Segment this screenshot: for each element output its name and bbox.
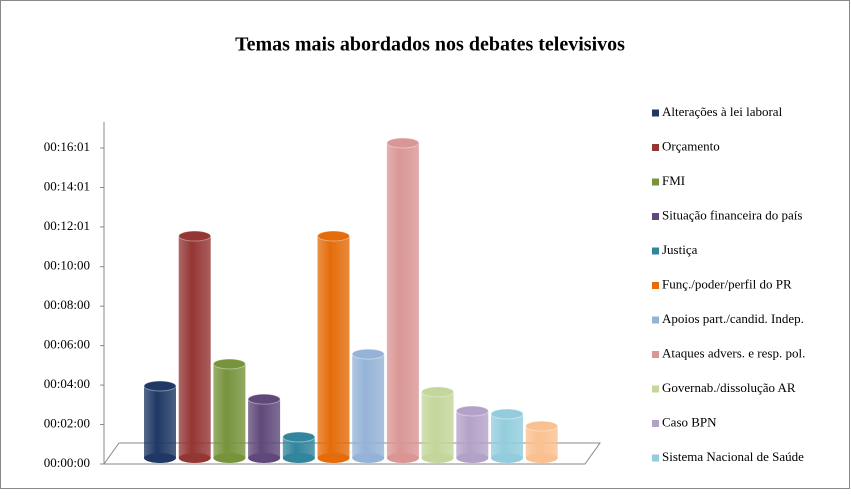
legend-swatch: [652, 178, 659, 186]
bar-top: [212, 358, 246, 370]
y-tick-label: 00:02:00: [44, 416, 90, 431]
bar: [213, 363, 246, 458]
bar-top: [386, 137, 420, 149]
bar: [317, 236, 350, 458]
bar: [421, 391, 454, 458]
bar: [178, 236, 211, 458]
bar: [248, 399, 281, 458]
legend-swatch: [652, 385, 659, 393]
legend-label: Sistema Nacional de Saúde: [662, 449, 804, 464]
chart-title: Temas mais abordados nos debates televis…: [235, 34, 625, 56]
bar-top: [143, 380, 177, 392]
y-tick-label: 00:10:00: [44, 258, 90, 273]
y-tick-label: 00:16:01: [44, 139, 90, 154]
legend-label: Governab./dissolução AR: [662, 380, 796, 395]
legend-swatch: [652, 420, 659, 427]
legend-swatch: [652, 109, 659, 117]
bar-top: [455, 405, 489, 417]
bar: [144, 385, 176, 458]
legend-label: Alterações à lei laboral: [662, 104, 783, 119]
legend-swatch: [652, 316, 659, 324]
bar-top: [490, 408, 524, 420]
bar-top: [351, 348, 385, 360]
bar-top: [421, 386, 455, 398]
bar-top: [178, 230, 212, 242]
legend-label: Apoios part./candid. Indep.: [662, 311, 804, 326]
legend-swatch: [652, 282, 659, 289]
bar: [386, 142, 419, 459]
bar: [456, 410, 489, 458]
y-tick-label: 00:14:01: [44, 178, 90, 193]
legend-label: Ataques advers. e resp. pol.: [662, 345, 805, 360]
legend-swatch: [652, 351, 659, 358]
legend-swatch: [652, 144, 659, 151]
legend-label: Situação financeira do país: [662, 207, 802, 222]
legend-label: FMI: [662, 173, 685, 188]
bar-top: [317, 230, 350, 242]
bar: [491, 413, 523, 458]
legend-label: Orçamento: [662, 138, 720, 153]
legend-label: Justiça: [662, 242, 698, 257]
bar: [352, 354, 385, 458]
y-tick-label: 00:06:00: [44, 337, 90, 352]
bar-top: [282, 431, 316, 443]
bar-top: [247, 393, 281, 405]
y-tick-label: 00:00:00: [44, 455, 90, 470]
legend-swatch: [652, 454, 659, 462]
legend-swatch: [652, 213, 659, 220]
y-tick-label: 00:08:00: [44, 297, 90, 312]
y-tick-label: 00:04:00: [44, 376, 90, 391]
floor: [103, 442, 601, 465]
legend-swatch: [652, 247, 659, 255]
legend-label: Funç./poder/perfil do PR: [662, 276, 792, 291]
y-tick-label: 00:12:01: [44, 218, 90, 233]
bar-top: [525, 420, 559, 432]
bar: [282, 436, 315, 458]
legend-label: Caso BPN: [662, 414, 717, 429]
bar: [525, 426, 558, 458]
